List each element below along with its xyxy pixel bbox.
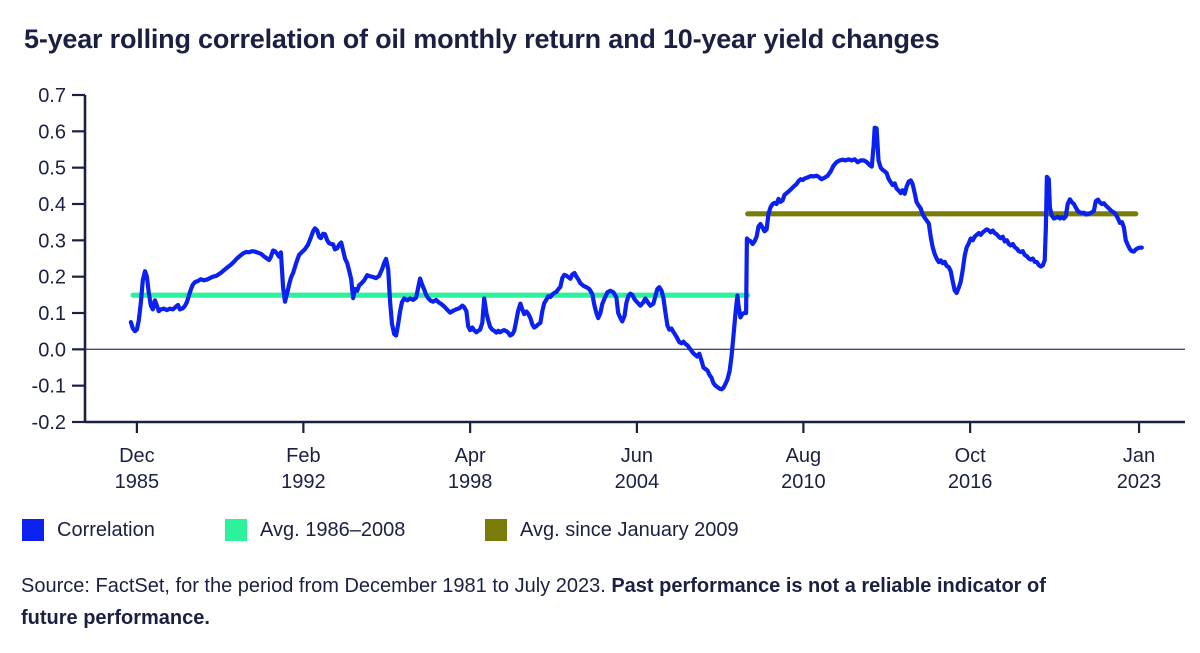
x-tick-year-label: 1985: [115, 471, 160, 493]
x-tick-month-label: Jun: [621, 445, 653, 467]
y-tick-label: 0.3: [38, 230, 66, 252]
y-tick-label: 0.7: [38, 85, 66, 107]
x-tick-year-label: 2016: [948, 471, 993, 493]
y-tick-label: 0.4: [38, 194, 66, 216]
legend-item-avg-1986-2008: Avg. 1986–2008: [225, 517, 405, 543]
source-note: Source: FactSet, for the period from Dec…: [21, 570, 1106, 634]
legend-item-avg-since-2009: Avg. since January 2009: [485, 517, 739, 543]
legend-label: Avg. 1986–2008: [260, 518, 406, 541]
y-tick-label: 0.0: [38, 339, 66, 361]
legend-label: Avg. since January 2009: [520, 518, 739, 541]
x-tick-year-label: 2010: [781, 471, 826, 493]
x-tick-month-label: Aug: [786, 445, 822, 467]
source-text: Source: FactSet, for the period from Dec…: [21, 575, 612, 597]
x-tick-year-label: 2004: [615, 471, 660, 493]
avg-since-2009-swatch-icon: [485, 519, 507, 541]
legend-label: Correlation: [57, 518, 155, 541]
y-tick-label: 0.2: [38, 267, 66, 289]
x-tick-month-label: Oct: [955, 445, 987, 467]
x-tick-year-label: 1992: [281, 471, 326, 493]
chart-legend: Correlation Avg. 1986–2008 Avg. since Ja…: [0, 517, 1200, 545]
disclaimer-text: Past performance is not a reliable indic…: [21, 575, 1046, 629]
y-tick-label: 0.1: [38, 303, 66, 325]
legend-item-correlation: Correlation: [22, 517, 155, 543]
y-tick-label: 0.5: [38, 158, 66, 180]
chart-title: 5-year rolling correlation of oil monthl…: [24, 24, 940, 54]
y-tick-label: 0.6: [38, 121, 66, 143]
avg-1986-2008-swatch-icon: [225, 519, 247, 541]
x-tick-year-label: 1998: [448, 471, 493, 493]
correlation-line: [128, 125, 1144, 392]
x-tick-month-label: Dec: [119, 445, 155, 467]
x-tick-year-label: 2023: [1117, 471, 1162, 493]
x-tick-month-label: Feb: [286, 445, 320, 467]
x-tick-month-label: Jan: [1123, 445, 1155, 467]
y-tick-label: -0.1: [32, 376, 66, 398]
correlation-swatch-icon: [22, 519, 44, 541]
y-tick-label: -0.2: [32, 412, 66, 434]
x-tick-month-label: Apr: [455, 445, 486, 467]
